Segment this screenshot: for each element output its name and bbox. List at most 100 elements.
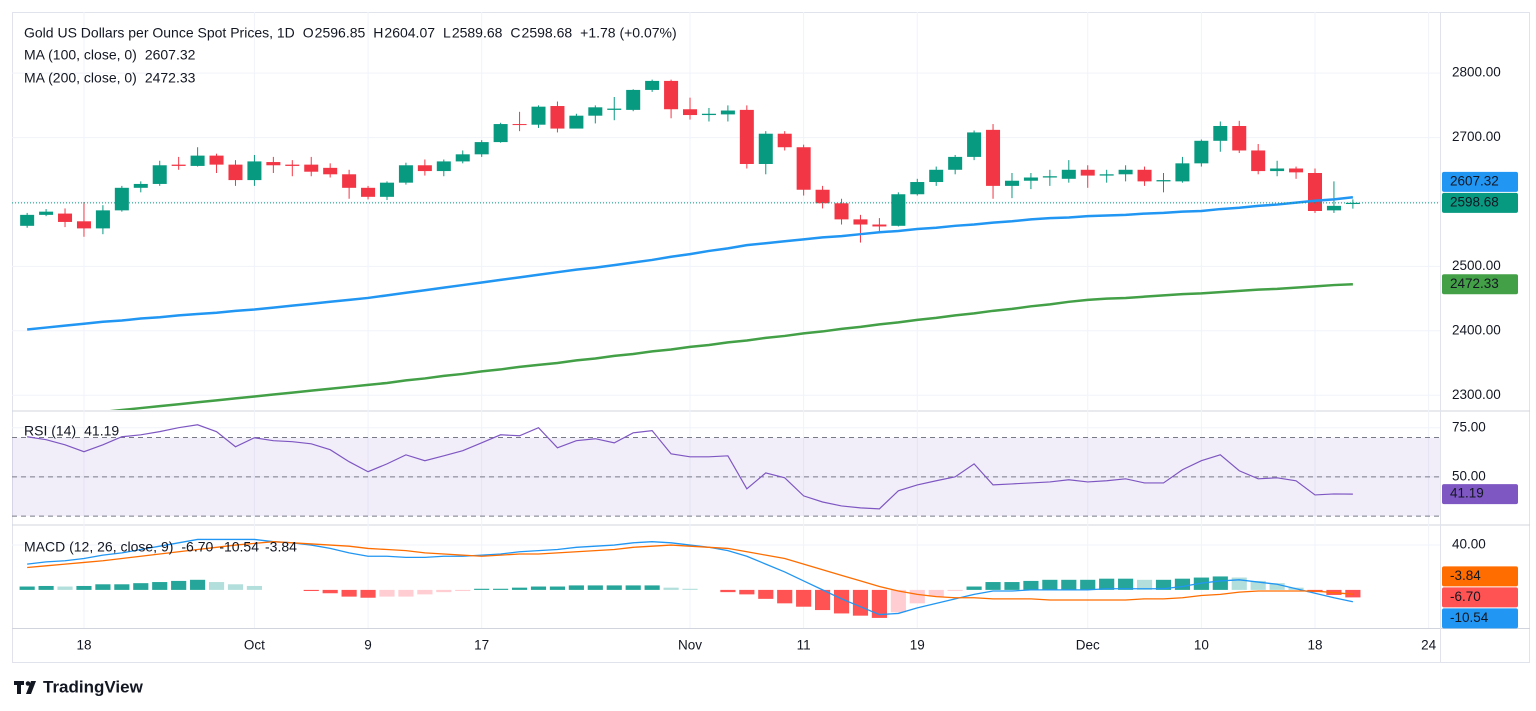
- candle-body: [550, 106, 565, 129]
- x-tick-label: Dec: [1076, 638, 1100, 653]
- histogram-bar: [1136, 579, 1153, 590]
- price-label-bg: [1442, 171, 1518, 192]
- candle-body: [872, 224, 887, 227]
- histogram-bar: [890, 589, 906, 613]
- histogram-bar: [19, 586, 35, 590]
- candle-body: [1251, 150, 1266, 172]
- candle-body: [247, 161, 262, 181]
- histogram-bar: [341, 589, 357, 597]
- legend-value: -10.54: [219, 539, 259, 555]
- price-label-bg: [1442, 484, 1518, 505]
- candle-body: [190, 155, 205, 166]
- candle-body: [645, 80, 660, 90]
- candle-body: [683, 109, 698, 116]
- candle-body: [796, 147, 811, 190]
- candle-body: [891, 194, 906, 226]
- histogram-bar: [57, 586, 73, 590]
- histogram-bar: [436, 589, 452, 593]
- price-label: 2472.33: [1450, 276, 1499, 291]
- histogram-bar: [1118, 578, 1134, 590]
- candle-body: [1175, 163, 1190, 182]
- candle-body: [512, 124, 527, 126]
- x-tick-label: 18: [1307, 638, 1322, 653]
- candle-body: [436, 161, 451, 172]
- ohlc-key: H: [373, 25, 383, 41]
- candle-body: [1213, 125, 1228, 141]
- histogram-bar: [1212, 576, 1228, 590]
- y-tick-label: 2400.00: [1452, 322, 1501, 337]
- candle-body: [777, 133, 792, 148]
- moving-average-line: [27, 196, 1354, 331]
- price-pane: [12, 79, 1440, 410]
- legend-value: -3.84: [265, 539, 297, 555]
- candle-body: [58, 213, 73, 222]
- price-label: -10.54: [1450, 610, 1489, 625]
- candle-body: [1156, 180, 1171, 182]
- price-label: -6.70: [1450, 589, 1481, 604]
- histogram-bar: [152, 582, 168, 590]
- price-label: 41.19: [1450, 486, 1484, 501]
- candle-body: [1270, 168, 1285, 172]
- candle-body: [39, 211, 54, 215]
- candle-body: [1194, 140, 1209, 164]
- candle-body: [493, 124, 508, 143]
- histogram-bar: [777, 589, 793, 604]
- legend-name: MACD (12, 26, close, 9): [24, 539, 173, 555]
- logo-shape: [14, 681, 24, 694]
- candle-body: [133, 183, 148, 188]
- histogram-bar: [227, 584, 244, 590]
- histogram-bar: [95, 584, 111, 590]
- candle-body: [720, 110, 735, 115]
- histogram-bar: [493, 588, 509, 590]
- candle-body: [967, 132, 982, 157]
- histogram-bar: [606, 585, 622, 590]
- candle-body: [588, 107, 603, 116]
- histogram-bar: [1004, 582, 1020, 590]
- histogram-bar: [1042, 579, 1058, 590]
- ohlc-value: 2596.85: [315, 25, 366, 41]
- histogram-bar: [739, 589, 755, 595]
- histogram-bar: [928, 589, 944, 597]
- legend-value: 2472.33: [145, 70, 196, 86]
- y-tick-label: 40.00: [1452, 537, 1486, 552]
- x-tick-label: 18: [76, 638, 91, 653]
- histogram-bar: [474, 588, 490, 590]
- legend-name: RSI (14): [24, 423, 76, 439]
- candle-body: [95, 210, 110, 229]
- price-label-bg: [1442, 566, 1518, 587]
- histogram-bar: [587, 585, 603, 590]
- candle-body: [209, 155, 224, 165]
- candle-body: [531, 106, 546, 125]
- macd-line: [27, 538, 1354, 616]
- candle-body: [1137, 169, 1152, 182]
- histogram-bar: [758, 589, 774, 599]
- y-tick-label: 2700.00: [1452, 129, 1501, 144]
- candle-body: [929, 169, 944, 183]
- candle-body: [1099, 174, 1114, 176]
- histogram-bar: [549, 586, 566, 590]
- candle-body: [1326, 205, 1341, 211]
- histogram-bar: [1080, 579, 1096, 590]
- candle-body: [455, 154, 470, 162]
- candle-body: [285, 164, 300, 166]
- candle-body: [171, 164, 186, 166]
- candle-body: [361, 187, 376, 197]
- axes: 18 Oct 9 17 Nov 11 19 Dec 10 18 24 2300.00 2400.00 25…: [76, 65, 1518, 653]
- histogram-bar: [625, 585, 641, 590]
- x-tick-label: Oct: [244, 638, 265, 653]
- candle-body: [1232, 125, 1247, 151]
- ohlc-value: 2604.07: [384, 25, 435, 41]
- histogram-bar: [76, 585, 92, 590]
- histogram-bar: [360, 589, 376, 598]
- candle-body: [474, 142, 489, 155]
- logo-shape: [25, 681, 31, 686]
- histogram-bar: [796, 589, 812, 607]
- histogram-bar: [871, 589, 887, 618]
- candle-body: [379, 182, 394, 197]
- x-tick-label: 19: [910, 638, 925, 653]
- histogram-bar: [190, 579, 206, 590]
- candle-body: [20, 214, 35, 226]
- candle-body: [1042, 176, 1057, 178]
- rsi-pane: [12, 424, 1440, 517]
- histogram-bar: [246, 585, 262, 590]
